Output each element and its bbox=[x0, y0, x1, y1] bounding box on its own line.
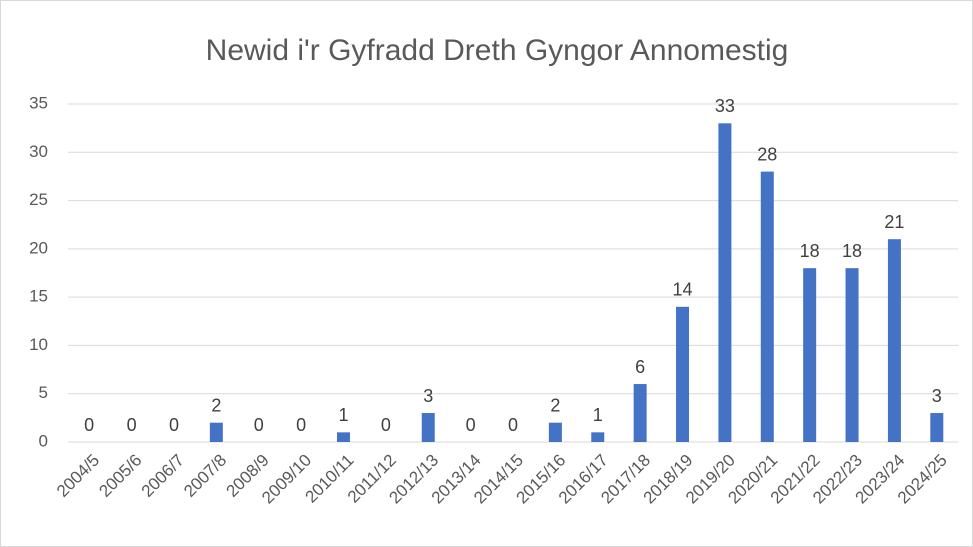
bar bbox=[676, 306, 690, 442]
data-label: 6 bbox=[635, 357, 645, 377]
bar bbox=[421, 413, 435, 442]
y-tick-label: 30 bbox=[29, 142, 48, 161]
data-label: 0 bbox=[296, 415, 306, 435]
data-label: 1 bbox=[593, 405, 603, 425]
chart-title: Newid i'r Gyfradd Dreth Gyngor Annomesti… bbox=[206, 34, 789, 67]
data-label: 2 bbox=[550, 395, 560, 415]
data-label: 2 bbox=[211, 395, 221, 415]
y-tick-label: 20 bbox=[29, 238, 48, 257]
y-tick-label: 0 bbox=[39, 431, 48, 450]
bar bbox=[718, 123, 732, 443]
data-label: 0 bbox=[84, 415, 94, 435]
data-label: 3 bbox=[423, 386, 433, 406]
data-label: 14 bbox=[673, 280, 693, 300]
bar bbox=[803, 268, 817, 442]
y-tick-label: 15 bbox=[29, 287, 48, 306]
bar bbox=[336, 432, 350, 442]
data-label: 33 bbox=[715, 96, 735, 116]
bar bbox=[548, 422, 562, 442]
data-label: 18 bbox=[800, 241, 820, 261]
bar bbox=[760, 171, 774, 442]
data-label: 18 bbox=[842, 241, 862, 261]
data-label: 0 bbox=[127, 415, 137, 435]
bar bbox=[930, 413, 944, 442]
data-label: 0 bbox=[381, 415, 391, 435]
bar bbox=[209, 422, 223, 442]
data-label: 0 bbox=[254, 415, 264, 435]
data-label: 0 bbox=[466, 415, 476, 435]
data-label: 1 bbox=[338, 405, 348, 425]
data-label: 3 bbox=[932, 386, 942, 406]
bar bbox=[633, 384, 647, 442]
y-tick-label: 25 bbox=[29, 190, 48, 209]
y-tick-label: 5 bbox=[39, 383, 48, 402]
bar bbox=[887, 239, 901, 442]
bar bbox=[591, 432, 605, 442]
y-tick-label: 35 bbox=[29, 93, 48, 112]
data-label: 0 bbox=[508, 415, 518, 435]
bar bbox=[845, 268, 859, 442]
data-label: 0 bbox=[169, 415, 179, 435]
data-label: 21 bbox=[884, 212, 904, 232]
y-tick-label: 10 bbox=[29, 335, 48, 354]
data-label: 28 bbox=[757, 144, 777, 164]
